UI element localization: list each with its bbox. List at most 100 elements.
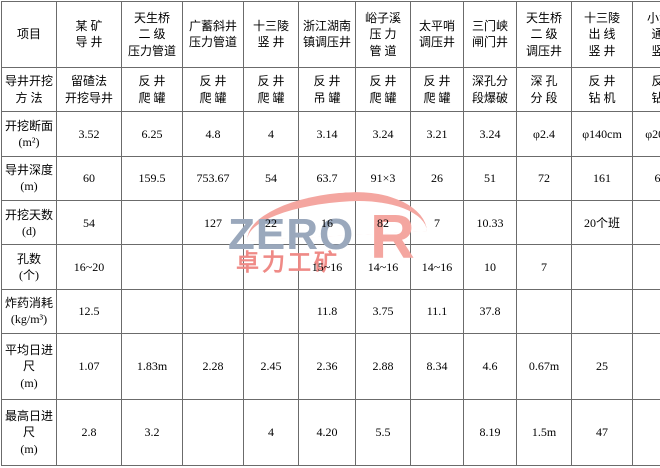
cell-col-taipingshao-tiaoyajing: [411, 400, 464, 466]
cell-col-yuzixi-yalipipe: 14~16: [356, 245, 411, 289]
cell-col-yuzixi-yalipipe: 3.24: [356, 112, 411, 156]
cell-col-shisanling-shujing: 54: [244, 156, 299, 200]
cell-col-guangxu-xiejing: 127: [183, 201, 244, 245]
row-zhayao-xiaohao-label: 炸药消耗(kg/m³): [2, 289, 57, 333]
column-header-line: 导 井: [58, 34, 120, 50]
cell-line: 钻 机: [634, 90, 660, 106]
cell-col-guangxu-xiejing: [183, 400, 244, 466]
row-label-line: 尺: [3, 358, 55, 374]
cell-col-tianshengqiao-tiaoyajing: 1.5m: [517, 400, 572, 466]
cell-col-shisanling-shujing: 22: [244, 201, 299, 245]
cell-line: 反 井: [184, 73, 242, 89]
column-header-line: 出 线: [573, 26, 631, 42]
cell-col-shisanling-chuxian: [572, 245, 633, 289]
col-moukuang-daojing: 某 矿导 井: [57, 2, 122, 68]
column-header-line: 调压井: [518, 43, 570, 59]
cell-col-moukuang-daojing: 1.07: [57, 334, 122, 400]
cell-col-sanmenxia-zhamenjing: 深孔分段爆破: [464, 67, 517, 111]
cell-line: 反 井: [573, 73, 631, 89]
cell-col-yuzixi-yalipipe: 反 井爬 罐: [356, 67, 411, 111]
cell-line: 爬 罐: [123, 90, 181, 106]
cell-col-guangxu-xiejing: [183, 289, 244, 333]
column-header-line: 压力管道: [123, 43, 181, 59]
cell-col-sanmenxia-zhamenjing: 10: [464, 245, 517, 289]
column-header-line: 竖 井: [634, 43, 660, 59]
cell-line: 钻 机: [573, 90, 631, 106]
column-header-line: 天生桥: [518, 10, 570, 26]
cell-col-shisanling-chuxian: 20个班: [572, 201, 633, 245]
cell-col-tianshengqiao-tiaoyajing: [517, 201, 572, 245]
cell-col-yuzixi-yalipipe: 2.88: [356, 334, 411, 400]
column-header-line: 太平哨: [412, 18, 462, 34]
cell-line: 反 井: [357, 73, 409, 89]
cell-line: 深孔分: [465, 73, 515, 89]
cell-line: 开挖导井: [58, 90, 120, 106]
column-header-line: 某 矿: [58, 18, 120, 34]
column-header-line: 天生桥: [123, 10, 181, 26]
column-header-line: 通 风: [634, 26, 660, 42]
cell-col-tianshengqiao-erji: [122, 201, 183, 245]
col-taipingshao-tiaoyajing: 太平哨调压井: [411, 2, 464, 68]
column-header-line: 二 级: [518, 26, 570, 42]
cell-col-shisanling-shujing: 4: [244, 400, 299, 466]
column-header-line: 二 级: [123, 26, 181, 42]
row-label-line: (m): [3, 375, 55, 391]
cell-col-taipingshao-tiaoyajing: 7: [411, 201, 464, 245]
cell-line: 段爆破: [465, 90, 515, 106]
column-header-line: 压 力: [357, 26, 409, 42]
cell-col-shisanling-shujing: 反 井爬 罐: [244, 67, 299, 111]
cell-col-shisanling-chuxian: 47: [572, 400, 633, 466]
column-header-line: 压力管道: [184, 34, 242, 50]
cell-col-shisanling-chuxian: [572, 289, 633, 333]
column-header-line: 十三陵: [245, 18, 297, 34]
cell-col-shisanling-shujing: [244, 289, 299, 333]
cell-col-xiaolangdi-tongfeng: [633, 245, 660, 289]
column-header-line: 浙江湖南: [300, 18, 354, 34]
row-label-line: (m): [3, 178, 55, 194]
row-label-line: 导井开挖: [3, 73, 55, 89]
col-tianshengqiao-tiaoyajing: 天生桥二 级调压井: [517, 2, 572, 68]
row-label-line: (d): [3, 223, 55, 239]
cell-col-tianshengqiao-erji: [122, 245, 183, 289]
row-label-line: (m²): [3, 134, 55, 150]
cell-line: 爬 罐: [412, 90, 462, 106]
row-daojing-shendu-label: 导井深度(m): [2, 156, 57, 200]
cell-col-moukuang-daojing: 2.8: [57, 400, 122, 466]
cell-col-moukuang-daojing: 12.5: [57, 289, 122, 333]
col-zhejiang-hunanzhen: 浙江湖南镇调压井: [299, 2, 356, 68]
column-header-line: 镇调压井: [300, 34, 354, 50]
cell-col-sanmenxia-zhamenjing: 37.8: [464, 289, 517, 333]
row-zuigao-rijinchi-label: 最高日进尺(m): [2, 400, 57, 466]
row-label-line: 导井深度: [3, 162, 55, 178]
cell-col-tianshengqiao-erji: 3.2: [122, 400, 183, 466]
cell-col-taipingshao-tiaoyajing: 26: [411, 156, 464, 200]
cell-col-guangxu-xiejing: 753.67: [183, 156, 244, 200]
cell-line: 爬 罐: [184, 90, 242, 106]
cell-line: 吊 罐: [300, 90, 354, 106]
cell-col-taipingshao-tiaoyajing: 14~16: [411, 245, 464, 289]
cell-col-shisanling-chuxian: 反 井钻 机: [572, 67, 633, 111]
cell-col-shisanling-shujing: 2.45: [244, 334, 299, 400]
cell-col-xiaolangdi-tongfeng: φ200cm: [633, 112, 660, 156]
cell-col-xiaolangdi-tongfeng: [633, 289, 660, 333]
row-label-line: 平均日进: [3, 342, 55, 358]
cell-col-xiaolangdi-tongfeng: [633, 201, 660, 245]
column-header-line: 三门峡: [465, 18, 515, 34]
col-xiaolangdi-tongfeng: 小浪底通 风竖 井: [633, 2, 660, 68]
row-label-line: 最高日进: [3, 408, 55, 424]
cell-col-shisanling-chuxian: 161: [572, 156, 633, 200]
cell-line: 反 井: [412, 73, 462, 89]
column-header-line: 竖 井: [573, 43, 631, 59]
cell-col-zhejiang-hunanzhen: 15~16: [299, 245, 356, 289]
column-header-line: 竖 井: [245, 34, 297, 50]
cell-col-zhejiang-hunanzhen: 4.20: [299, 400, 356, 466]
row-label-line: (m): [3, 441, 55, 457]
cell-col-sanmenxia-zhamenjing: 4.6: [464, 334, 517, 400]
row-label-line: (kg/m³): [3, 311, 55, 327]
column-header-line: 闸门井: [465, 34, 515, 50]
cell-col-tianshengqiao-erji: 反 井爬 罐: [122, 67, 183, 111]
